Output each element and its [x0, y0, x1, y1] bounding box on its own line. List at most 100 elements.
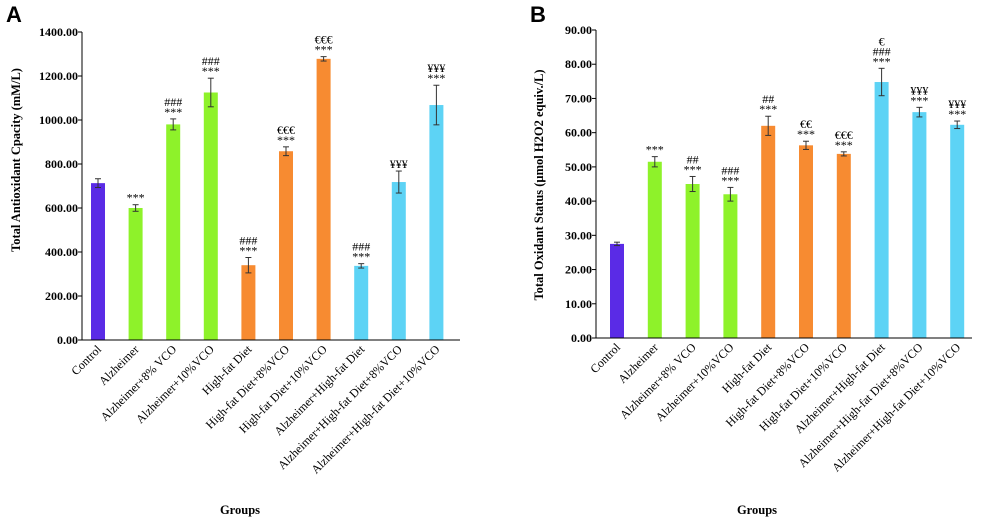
- panel-b-letter: B: [530, 2, 546, 27]
- panel-a-y-tick-label: 1000.00: [39, 113, 78, 127]
- panel-b-significance-label: ***: [910, 93, 928, 107]
- panel-a-significance-label: ***: [427, 71, 445, 85]
- panel-b-significance-label: ###: [721, 163, 739, 177]
- panel-a-error-bar: [207, 77, 214, 108]
- panel-b-significance-label: ***: [684, 162, 702, 176]
- panel-a-error-bar: [170, 118, 177, 131]
- panel-a-y-tick-label: 600.00: [45, 201, 78, 215]
- panel-b-bar: [836, 153, 851, 338]
- panel-a-y-tick-label: 800.00: [45, 157, 78, 171]
- panel-b-bar: [912, 112, 927, 338]
- panel-b-y-tick-label: 50.00: [565, 160, 592, 174]
- panel-a-error-bar: [358, 263, 365, 269]
- panel-b-y-tick-label: 80.00: [565, 57, 592, 71]
- panel-b-bar: [874, 82, 889, 338]
- panel-b-y-tick-label: 60.00: [565, 126, 592, 140]
- panel-b-category-label: Control: [587, 340, 623, 376]
- panel-a-bar: [128, 208, 143, 340]
- panel-a-significance-label: €€€: [277, 123, 295, 137]
- panel-a-bar: [203, 92, 218, 340]
- panel-a-significance-label: €€€: [315, 33, 333, 47]
- panel-a-significance-label: ###: [239, 234, 257, 248]
- panel-b-bar: [761, 125, 776, 338]
- panel-a-significance-label: ###: [164, 95, 182, 109]
- panel-a-bar: [354, 265, 369, 340]
- panel-b-y-tick-label: 40.00: [565, 194, 592, 208]
- panel-b-significance-label: ***: [721, 173, 739, 187]
- panel-b-y-axis-title: Total Oxidant Status (µmol H2O2 equiv./L…: [532, 69, 546, 300]
- panel-a-y-tick-label: 0.00: [57, 333, 78, 347]
- panel-b-bar: [799, 145, 813, 338]
- panel-a-error-bar: [395, 170, 402, 194]
- panel-a-error-bar: [95, 178, 101, 189]
- panel-b-bar: [685, 184, 700, 338]
- panel-b-significance-label: ***: [873, 54, 891, 68]
- panel-b-significance-label: ***: [948, 107, 966, 121]
- panel-b: B Total Oxidant Status (µmol H2O2 equiv.…: [530, 2, 972, 517]
- panel-a-significance-label: ***: [277, 133, 295, 147]
- panel-b-y-tick-label: 30.00: [565, 228, 592, 242]
- panel-b-significance-labels: ******##***###***##***€€***€€€***###€***…: [646, 34, 966, 187]
- panel-a: A Total Antioxidant Cpacity (mM/L) Group…: [6, 2, 460, 517]
- panel-b-bar: [647, 161, 662, 338]
- panel-a-y-tick-label: 1200.00: [39, 69, 78, 83]
- panel-b-error-bar: [689, 175, 696, 193]
- panel-b-y-tick-label: 20.00: [565, 263, 592, 277]
- panel-b-significance-label: ##: [687, 152, 699, 166]
- panel-a-bar: [279, 151, 293, 340]
- panel-a-significance-label: ¥¥¥: [390, 157, 408, 171]
- panel-b-error-bar: [765, 115, 772, 136]
- panel-b-bar: [723, 194, 738, 338]
- panel-b-significance-label: ***: [835, 138, 853, 152]
- panel-a-significance-label: ###: [202, 54, 220, 68]
- panel-b-significance-label: €: [879, 34, 885, 48]
- panel-b-significance-label: ###: [873, 44, 891, 58]
- panel-b-error-bar: [840, 151, 847, 157]
- panel-a-y-tick-label: 400.00: [45, 245, 78, 259]
- panel-b-significance-label: €€€: [835, 128, 853, 142]
- panel-a-bar: [316, 58, 331, 341]
- panel-b-error-bar: [727, 186, 734, 202]
- panel-a-significance-labels: ******###***###***###***€€€***€€€***###¥…: [127, 33, 446, 264]
- panel-a-error-bar: [132, 204, 139, 212]
- panel-a-significance-label: ***: [352, 250, 370, 264]
- panel-b-significance-label: ***: [759, 102, 777, 116]
- panel-a-significance-label: ###: [352, 240, 370, 254]
- panel-a-y-tick-label: 1400.00: [39, 25, 78, 39]
- panel-b-significance-label: €€: [800, 117, 812, 131]
- panel-a-significance-label: ***: [239, 244, 257, 258]
- panel-a-x-axis-title: Groups: [220, 503, 260, 517]
- panel-a-y-tick-label: 200.00: [45, 289, 78, 303]
- panel-b-y-tick-label: 70.00: [565, 91, 592, 105]
- panel-b-error-bar: [954, 120, 961, 130]
- panel-a-bar: [391, 182, 406, 340]
- panel-b-x-axis-title: Groups: [737, 503, 777, 517]
- panel-a-error-bar: [283, 146, 289, 157]
- panel-b-bar: [610, 243, 624, 338]
- panel-a-significance-label: ***: [315, 43, 333, 57]
- panel-b-y-tick-label: 10.00: [565, 297, 592, 311]
- panel-b-y-ticks: 0.00 10.00 20.00 30.00 40.00 50.00 60.00 70.00 8…: [565, 23, 596, 345]
- panel-b-error-bar: [916, 106, 923, 118]
- panel-a-error-bar: [245, 257, 252, 274]
- panel-b-bar: [950, 124, 965, 338]
- panel-b-error-bar: [878, 67, 885, 97]
- panel-b-error-bar: [651, 156, 658, 168]
- panel-a-bar: [91, 183, 105, 340]
- panel-b-significance-label: ***: [646, 143, 664, 157]
- panel-a-error-bar: [433, 84, 440, 126]
- panel-b-error-bar: [614, 241, 620, 247]
- panel-b-bars: [610, 67, 965, 338]
- panel-b-error-bar: [803, 140, 809, 150]
- panel-a-bar: [429, 105, 444, 340]
- panel-a-letter: A: [6, 2, 22, 27]
- panel-a-y-axis-title: Total Antioxidant Cpacity (mM/L): [9, 68, 23, 252]
- panel-a-bar: [241, 265, 256, 340]
- panel-b-y-tick-label: 90.00: [565, 23, 592, 37]
- panel-b-y-tick-label: 0.00: [571, 331, 592, 345]
- panel-a-bar: [166, 124, 181, 341]
- panel-a-significance-label: ***: [164, 105, 182, 119]
